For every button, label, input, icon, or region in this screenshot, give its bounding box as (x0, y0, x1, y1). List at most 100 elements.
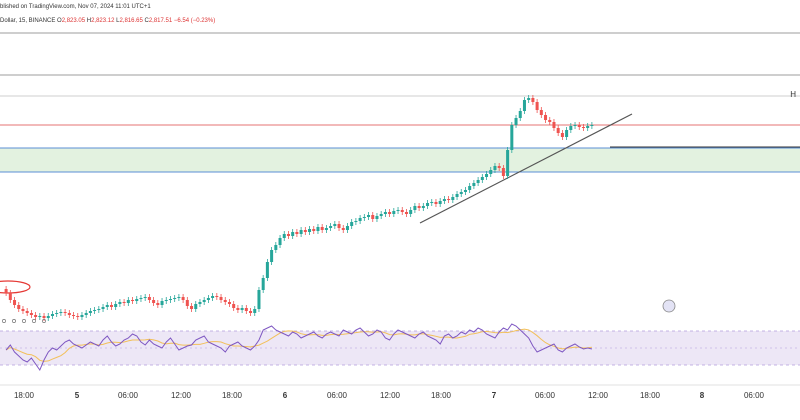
candle (544, 115, 548, 120)
candle (295, 232, 299, 234)
candle (400, 210, 404, 212)
candle (219, 297, 223, 300)
candle (421, 206, 425, 208)
candle (573, 125, 577, 126)
trendline[interactable] (419, 113, 633, 224)
time-axis: 18:00 5 06:00 12:00 18:00 6 06:00 12:00 18:00 7 06… (14, 391, 765, 400)
candle (29, 313, 33, 315)
candle (253, 309, 257, 313)
candle (160, 301, 164, 305)
low-label: L (116, 18, 120, 24)
candle (581, 127, 585, 128)
event-dot[interactable] (22, 319, 26, 323)
candle (46, 316, 50, 318)
x-tick-label: 06:00 (535, 391, 556, 400)
candles-group (4, 95, 594, 321)
candle (257, 290, 261, 309)
published-caption: blished on TradingView.com, Nov 07, 2024… (0, 4, 151, 10)
candle (480, 177, 484, 180)
candle (147, 297, 151, 300)
candle (63, 312, 67, 313)
candle (286, 234, 290, 236)
high-label: H (86, 18, 92, 24)
x-tick-label: 12:00 (171, 391, 192, 400)
candle (215, 296, 219, 297)
candle (308, 229, 312, 232)
candle (265, 262, 269, 278)
candle (67, 313, 71, 315)
candle (8, 293, 12, 300)
candle (249, 311, 253, 313)
flag-event-icon[interactable] (662, 299, 676, 313)
event-dot[interactable] (2, 319, 6, 323)
candle (430, 202, 434, 203)
candle (362, 217, 366, 218)
candle (139, 298, 143, 299)
candle (371, 215, 375, 219)
candle (463, 190, 467, 192)
candle (333, 224, 337, 226)
candle (223, 300, 227, 302)
candle (291, 232, 295, 236)
candle (42, 316, 46, 318)
candle (434, 202, 438, 204)
candle (177, 297, 181, 298)
candle (202, 300, 206, 302)
candle (76, 316, 80, 317)
candle (101, 307, 105, 309)
event-dot[interactable] (32, 319, 36, 323)
candle (447, 199, 451, 200)
candle (472, 183, 476, 186)
candle (303, 230, 307, 232)
candle (354, 221, 358, 222)
candle (350, 222, 354, 226)
candle (341, 228, 345, 230)
candle (506, 150, 510, 176)
candle (358, 218, 362, 221)
x-tick-label: 8 (700, 391, 705, 400)
candle (34, 315, 38, 317)
candle (586, 126, 590, 128)
candle (190, 306, 194, 309)
candle (156, 303, 160, 305)
candle (173, 298, 177, 299)
candle (312, 229, 316, 231)
candle (80, 315, 84, 317)
x-tick-label: 6 (283, 391, 288, 400)
candle (560, 133, 564, 137)
candle (426, 203, 430, 206)
candle (198, 302, 202, 304)
x-tick-label: 12:00 (588, 391, 609, 400)
candle (417, 206, 421, 208)
candle (206, 298, 210, 300)
candle (438, 201, 442, 204)
event-dots (2, 319, 46, 323)
candle (485, 174, 489, 177)
candle (122, 302, 126, 303)
candle (493, 166, 497, 170)
candle (97, 309, 101, 310)
rsi-line (5, 323, 593, 372)
x-tick-label: 5 (75, 391, 80, 400)
candle (38, 316, 42, 317)
event-dot[interactable] (42, 319, 46, 323)
candle (577, 125, 581, 127)
candle (590, 125, 594, 126)
candle (181, 297, 185, 300)
candle (565, 130, 569, 137)
candle (185, 300, 189, 306)
candle (489, 170, 493, 174)
rsi-ma-line (5, 328, 592, 362)
candle (556, 128, 560, 133)
right-edge-label: H (790, 90, 796, 99)
highlight-ellipse (0, 280, 31, 294)
event-dot[interactable] (12, 319, 16, 323)
candle (535, 102, 539, 110)
candle (409, 210, 413, 214)
x-tick-label: 06:00 (744, 391, 765, 400)
candle (135, 299, 139, 301)
candle (59, 312, 63, 313)
candle (383, 212, 387, 214)
candle (329, 226, 333, 228)
